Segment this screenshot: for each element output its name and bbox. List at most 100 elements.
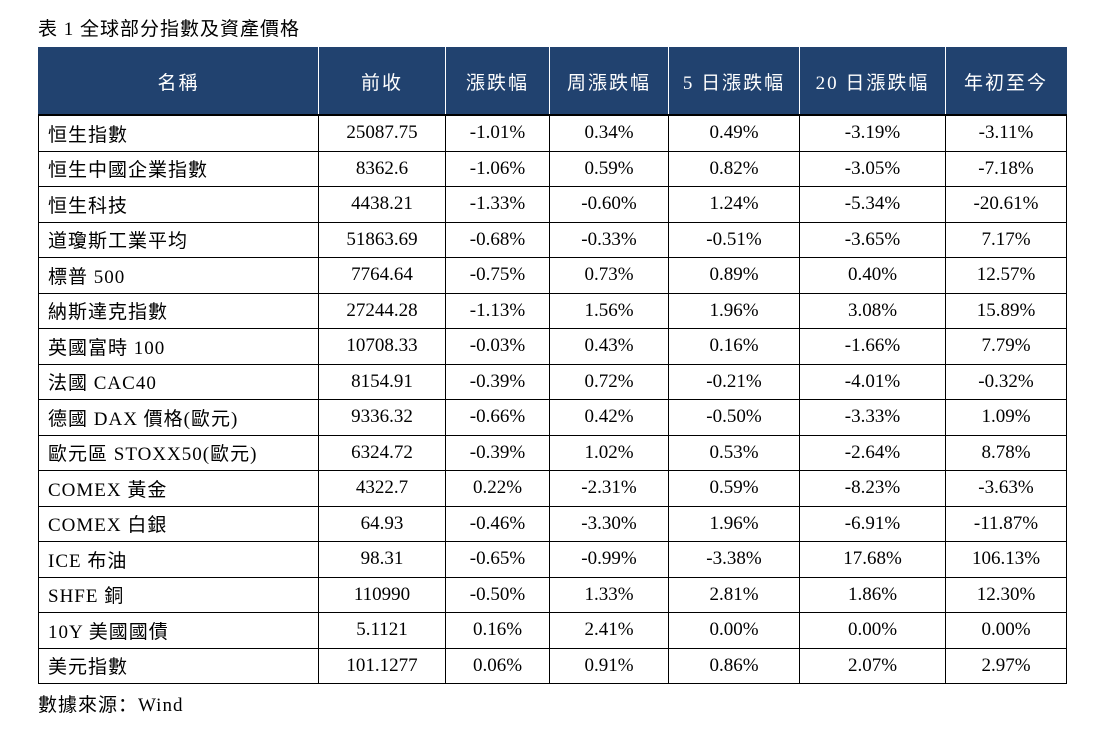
cell-20d-change: 2.07% [799,647,946,684]
table-row: 德國 DAX 價格(歐元) 9336.32 -0.66% 0.42% -0.50% -3.… [38,399,1067,436]
cell-prev-close: 4438.21 [318,186,446,223]
cell-20d-change: 0.40% [799,257,946,294]
cell-name: 美元指數 [38,647,319,684]
table-row: 英國富時 100 10708.33 -0.03% 0.43% 0.16% -1.66% 7.… [38,328,1067,365]
cell-name: 納斯達克指數 [38,292,319,329]
cell-change: -1.13% [445,292,550,329]
cell-change: -1.01% [445,114,550,152]
table-body: 恒生指數 25087.75 -1.01% 0.34% 0.49% -3.19% -3.11%… [38,114,1067,684]
cell-20d-change: -3.05% [799,150,946,187]
cell-20d-change: -3.65% [799,221,946,258]
data-source: 數據來源：Wind [38,695,184,716]
cell-change: -0.03% [445,328,550,365]
cell-5d-change: -0.51% [668,221,800,258]
cell-change: -0.68% [445,221,550,258]
cell-prev-close: 98.31 [318,541,446,578]
header-5d-change: 5 日漲跌幅 [668,47,800,116]
cell-prev-close: 110990 [318,576,446,613]
cell-prev-close: 101.1277 [318,647,446,684]
table-row: SHFE 銅 110990 -0.50% 1.33% 2.81% 1.86% 12.30% [38,576,1067,613]
cell-20d-change: -8.23% [799,470,946,507]
cell-prev-close: 51863.69 [318,221,446,258]
table-caption: 表 1 全球部分指數及資產價格 [38,19,301,40]
cell-name: 歐元區 STOXX50(歐元) [38,434,319,471]
cell-5d-change: -0.50% [668,399,800,436]
cell-ytd: -0.32% [945,363,1067,400]
cell-ytd: -3.11% [945,114,1067,152]
table-row: 法國 CAC40 8154.91 -0.39% 0.72% -0.21% -4.01% -0… [38,363,1067,400]
header-row: 名稱 前收 漲跌幅 周漲跌幅 5 日漲跌幅 20 日漲跌幅 年初至今 [38,47,1067,116]
cell-5d-change: 0.89% [668,257,800,294]
cell-weekly-change: 1.33% [549,576,669,613]
cell-weekly-change: -3.30% [549,505,669,542]
cell-change: -0.65% [445,541,550,578]
header-20d-change: 20 日漲跌幅 [799,47,946,116]
cell-ytd: 8.78% [945,434,1067,471]
cell-change: -0.50% [445,576,550,613]
cell-ytd: -3.63% [945,470,1067,507]
cell-weekly-change: -0.60% [549,186,669,223]
cell-name: SHFE 銅 [38,576,319,613]
table-row: 恒生中國企業指數 8362.6 -1.06% 0.59% 0.82% -3.05% -7.1… [38,150,1067,187]
cell-prev-close: 5.1121 [318,612,446,649]
cell-name: 德國 DAX 價格(歐元) [38,399,319,436]
cell-change: -1.33% [445,186,550,223]
cell-20d-change: -3.19% [799,114,946,152]
cell-change: -0.46% [445,505,550,542]
cell-weekly-change: -0.33% [549,221,669,258]
cell-prev-close: 10708.33 [318,328,446,365]
cell-change: -1.06% [445,150,550,187]
cell-5d-change: 0.82% [668,150,800,187]
cell-change: -0.39% [445,363,550,400]
cell-20d-change: -1.66% [799,328,946,365]
cell-20d-change: -5.34% [799,186,946,223]
table-row: 納斯達克指數 27244.28 -1.13% 1.56% 1.96% 3.08% 15.89… [38,292,1067,329]
header-weekly-change: 周漲跌幅 [549,47,669,116]
cell-name: 英國富時 100 [38,328,319,365]
table-row: 10Y 美國國債 5.1121 0.16% 2.41% 0.00% 0.00% 0.00% [38,612,1067,649]
cell-weekly-change: 1.56% [549,292,669,329]
cell-weekly-change: 0.34% [549,114,669,152]
cell-ytd: 0.00% [945,612,1067,649]
table-row: 道瓊斯工業平均 51863.69 -0.68% -0.33% -0.51% -3.65% 7… [38,221,1067,258]
cell-20d-change: -3.33% [799,399,946,436]
cell-change: -0.66% [445,399,550,436]
table-row: 恒生指數 25087.75 -1.01% 0.34% 0.49% -3.19% -3.11% [38,114,1067,152]
cell-ytd: -7.18% [945,150,1067,187]
cell-ytd: 7.79% [945,328,1067,365]
cell-prev-close: 64.93 [318,505,446,542]
cell-20d-change: -2.64% [799,434,946,471]
cell-name: 恒生中國企業指數 [38,150,319,187]
cell-name: COMEX 白銀 [38,505,319,542]
cell-name: 恒生科技 [38,186,319,223]
cell-name: 法國 CAC40 [38,363,319,400]
cell-20d-change: -4.01% [799,363,946,400]
table-row: COMEX 黃金 4322.7 0.22% -2.31% 0.59% -8.23% -3.6… [38,470,1067,507]
cell-5d-change: 0.49% [668,114,800,152]
cell-name: COMEX 黃金 [38,470,319,507]
table-row: 標普 500 7764.64 -0.75% 0.73% 0.89% 0.40% 12.57% [38,257,1067,294]
cell-prev-close: 25087.75 [318,114,446,152]
cell-weekly-change: 0.72% [549,363,669,400]
cell-change: -0.39% [445,434,550,471]
cell-weekly-change: 1.02% [549,434,669,471]
cell-prev-close: 8362.6 [318,150,446,187]
table-row: 美元指數 101.1277 0.06% 0.91% 0.86% 2.07% 2.97% [38,647,1067,684]
cell-20d-change: 0.00% [799,612,946,649]
cell-name: 道瓊斯工業平均 [38,221,319,258]
cell-weekly-change: 0.91% [549,647,669,684]
cell-weekly-change: 0.42% [549,399,669,436]
header-prev-close: 前收 [318,47,446,116]
cell-ytd: 15.89% [945,292,1067,329]
cell-5d-change: 0.86% [668,647,800,684]
cell-5d-change: 1.96% [668,292,800,329]
cell-name: ICE 布油 [38,541,319,578]
header-change: 漲跌幅 [445,47,550,116]
cell-5d-change: -3.38% [668,541,800,578]
cell-20d-change: 17.68% [799,541,946,578]
cell-20d-change: 3.08% [799,292,946,329]
cell-ytd: 7.17% [945,221,1067,258]
cell-5d-change: 0.59% [668,470,800,507]
table-row: 歐元區 STOXX50(歐元) 6324.72 -0.39% 1.02% 0.53% -2… [38,434,1067,471]
cell-20d-change: -6.91% [799,505,946,542]
